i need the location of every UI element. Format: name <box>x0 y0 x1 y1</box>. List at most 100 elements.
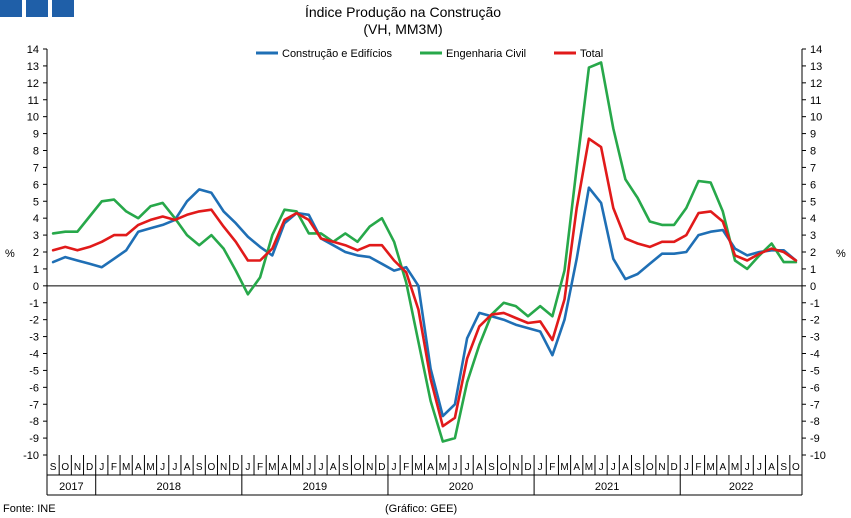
y-tick-label-left: -4 <box>29 349 39 361</box>
y-tick-label-left: 4 <box>33 213 39 225</box>
y-tick-label-right: 0 <box>810 281 816 293</box>
month-label: F <box>695 462 701 473</box>
y-tick-label-right: -10 <box>810 450 826 462</box>
month-label: N <box>220 462 227 473</box>
series-line-0 <box>51 186 798 418</box>
month-label: A <box>281 462 288 473</box>
month-label: S <box>50 462 57 473</box>
month-label: J <box>538 462 543 473</box>
y-tick-label-right: 14 <box>810 44 822 56</box>
chart-title: Índice Produção na Construção <box>305 4 501 20</box>
month-label: J <box>172 462 177 473</box>
y-tick-label-right: 7 <box>810 162 816 174</box>
y-tick-label-right: 9 <box>810 129 816 141</box>
y-tick-label-right: -8 <box>810 416 820 428</box>
month-label: S <box>488 462 495 473</box>
year-label: 2017 <box>59 481 83 493</box>
month-label: M <box>414 462 422 473</box>
y-tick-label-left: -2 <box>29 315 39 327</box>
y-axis-label-left: % <box>5 248 15 260</box>
month-label: A <box>330 462 337 473</box>
y-tick-label-left: 11 <box>28 95 39 107</box>
y-tick-label-right: -3 <box>810 332 820 344</box>
month-label: F <box>403 462 409 473</box>
month-label: M <box>268 462 276 473</box>
month-label: M <box>122 462 130 473</box>
legend-label-1: Engenharia Civil <box>446 48 526 60</box>
footer-graphic: (Gráfico: GEE) <box>385 503 457 515</box>
y-tick-label-left: 9 <box>33 129 39 141</box>
month-label: S <box>342 462 349 473</box>
y-tick-label-left: 1 <box>33 264 39 276</box>
series-line-1 <box>51 61 798 443</box>
month-label: N <box>658 462 665 473</box>
month-label: J <box>245 462 250 473</box>
y-tick-label-right: 12 <box>810 78 822 90</box>
y-tick-label-left: 6 <box>33 179 39 191</box>
month-label: S <box>634 462 641 473</box>
y-tick-label-right: -5 <box>810 365 820 377</box>
y-tick-label-right: 13 <box>810 61 822 73</box>
month-label: A <box>184 462 191 473</box>
month-label: M <box>292 462 300 473</box>
y-tick-label-left: -6 <box>29 382 39 394</box>
month-label: M <box>585 462 593 473</box>
y-tick-label-left: -1 <box>29 298 39 310</box>
month-label: A <box>573 462 580 473</box>
year-label: 2018 <box>157 481 181 493</box>
month-label: N <box>74 462 81 473</box>
month-label: M <box>439 462 447 473</box>
y-tick-label-right: 1 <box>810 264 816 276</box>
month-label: F <box>257 462 263 473</box>
month-label: N <box>512 462 519 473</box>
month-label: J <box>452 462 457 473</box>
footer-source: Fonte: INE <box>3 503 56 515</box>
month-label: A <box>427 462 434 473</box>
month-label: A <box>135 462 142 473</box>
month-label: D <box>232 462 239 473</box>
y-tick-label-left: 14 <box>27 44 39 56</box>
y-tick-label-right: 4 <box>810 213 816 225</box>
month-label: O <box>354 462 362 473</box>
series-lines <box>51 61 798 443</box>
month-label: S <box>780 462 787 473</box>
month-label: A <box>476 462 483 473</box>
y-tick-label-right: -7 <box>810 399 820 411</box>
y-tick-label-left: 13 <box>27 61 39 73</box>
month-label: O <box>792 462 800 473</box>
y-tick-label-right: -6 <box>810 382 820 394</box>
y-tick-label-right: 6 <box>810 179 816 191</box>
y-tick-label-left: -8 <box>29 416 39 428</box>
y-tick-label-left: 5 <box>33 196 39 208</box>
series-line-2 <box>51 137 798 428</box>
month-label: J <box>99 462 104 473</box>
year-label: 2022 <box>729 481 753 493</box>
y-tick-label-right: 11 <box>810 95 821 107</box>
y-tick-label-left: 12 <box>27 78 39 90</box>
month-label: J <box>160 462 165 473</box>
month-label: J <box>611 462 616 473</box>
y-tick-label-left: 8 <box>33 146 39 158</box>
y-tick-label-right: -2 <box>810 315 820 327</box>
month-label: S <box>196 462 203 473</box>
y-tick-label-left: -3 <box>29 332 39 344</box>
month-label: F <box>111 462 117 473</box>
month-label: J <box>465 462 470 473</box>
month-label: O <box>208 462 216 473</box>
month-label: J <box>599 462 604 473</box>
month-label: N <box>366 462 373 473</box>
logo-square-3 <box>52 0 74 17</box>
y-tick-label-left: -9 <box>29 433 39 445</box>
month-label: J <box>684 462 689 473</box>
y-tick-label-left: 2 <box>33 247 39 259</box>
month-label: M <box>731 462 739 473</box>
y-tick-label-left: -7 <box>29 399 39 411</box>
month-label: M <box>560 462 568 473</box>
axes: -10 -10-9 -9-8 -8-7 -7-6 -6-5 -5-4 -4-3 -3-2 -2-1… <box>23 44 826 462</box>
month-label: D <box>524 462 531 473</box>
y-tick-label-left: 0 <box>33 281 39 293</box>
logo-square-2 <box>26 0 48 17</box>
y-tick-label-right: 10 <box>810 112 822 124</box>
